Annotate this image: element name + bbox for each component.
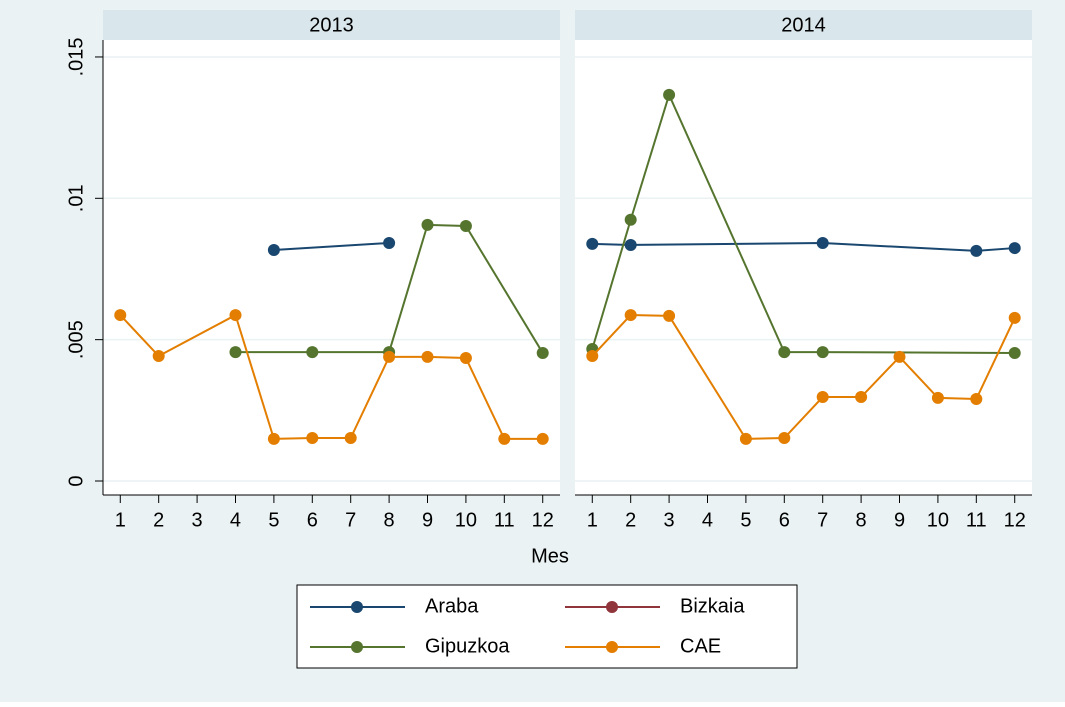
point [306,432,319,445]
point [739,432,752,445]
legend-marker [351,641,363,653]
x-tick-label: 10 [455,509,477,531]
point [816,236,829,249]
legend-marker [606,641,618,653]
panel-title: 2013 [309,14,354,36]
point [536,432,549,445]
point [383,350,396,363]
panel-strip [575,10,1032,40]
point [536,346,549,359]
plot-area [575,40,1032,495]
x-tick-label: 4 [702,509,713,531]
point [383,236,396,249]
legend-box [296,584,798,669]
point [498,432,511,445]
x-tick-label: 1 [115,509,126,531]
point [114,309,127,322]
x-tick-label: 1 [587,509,598,531]
panel-strip [103,10,560,40]
point [778,432,791,445]
x-tick-label: 8 [384,509,395,531]
point [1008,242,1021,255]
x-tick-label: 12 [532,509,554,531]
point [931,391,944,404]
point [267,432,280,445]
y-tick-label: .01 [65,184,87,212]
point [421,218,434,231]
legend-marker [351,601,363,613]
point [229,309,242,322]
x-axis-label: Mes [531,545,569,567]
x-tick-label: 11 [966,509,987,531]
x-tick-label: 6 [779,509,790,531]
legend-marker [606,601,618,613]
point [663,309,676,322]
x-tick-label: 4 [230,509,241,531]
x-tick-label: 6 [307,509,318,531]
panel-title: 2014 [781,14,826,36]
point [816,346,829,359]
point [855,391,868,404]
point [586,350,599,363]
point [816,391,829,404]
x-tick-label: 8 [856,509,867,531]
series-line [235,223,544,354]
x-tick-label: 10 [927,509,949,531]
plot-area [103,40,560,495]
point [663,88,676,101]
point [1008,346,1021,359]
x-tick-label: 9 [422,509,433,531]
series-line [591,92,1015,354]
x-tick-label: 7 [345,509,356,531]
point [267,244,280,257]
point [893,350,906,363]
x-tick-label: 5 [268,509,279,531]
x-tick-label: 5 [740,509,751,531]
y-tick-label: 0 [65,475,87,486]
point [970,244,983,257]
legend-label: Araba [425,595,479,617]
point [624,309,637,322]
x-tick-label: 12 [1004,509,1026,531]
x-tick-label: 2 [153,509,164,531]
legend-label: CAE [680,635,721,657]
x-tick-label: 11 [494,509,515,531]
y-tick-label: .015 [65,37,87,76]
point [459,352,472,365]
point [421,350,434,363]
x-tick-label: 7 [817,509,828,531]
legend-label: Gipuzkoa [425,635,510,657]
point [152,350,165,363]
x-tick-label: 3 [664,509,675,531]
legend-label: Bizkaia [680,595,745,617]
point [1008,311,1021,324]
point [624,213,637,226]
point [229,346,242,359]
point [624,238,637,251]
x-tick-label: 3 [192,509,203,531]
point [306,346,319,359]
point [344,432,357,445]
series-line [273,241,390,252]
point [778,346,791,359]
x-tick-label: 9 [894,509,905,531]
y-tick-label: .005 [65,320,87,359]
point [970,393,983,406]
point [586,237,599,250]
point [459,220,472,233]
x-tick-label: 2 [625,509,636,531]
